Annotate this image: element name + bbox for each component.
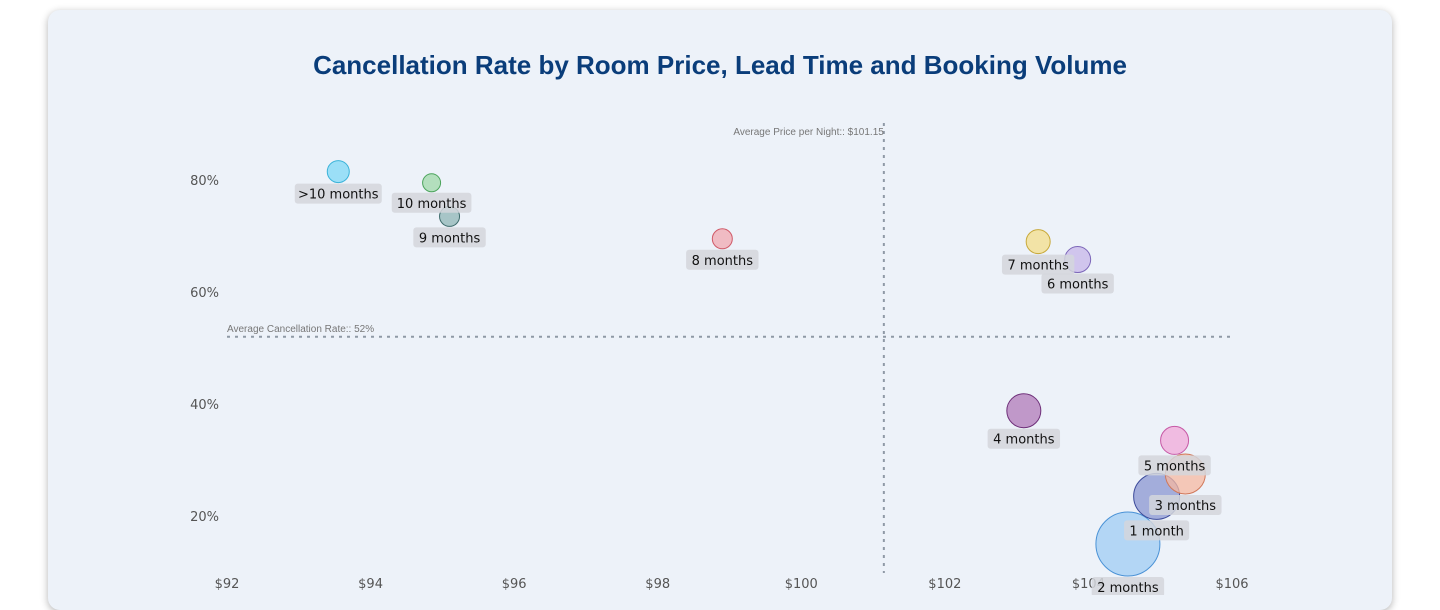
x-tick-label: $102 <box>928 577 961 592</box>
x-tick-label: $96 <box>502 577 527 592</box>
bubble-label: >10 months <box>298 188 379 203</box>
y-tick-label: 60% <box>190 286 219 301</box>
bubble-label: 8 months <box>692 254 754 269</box>
bubble-point <box>422 173 442 193</box>
avg-price-label: Average Price per Night:: $101.15 <box>733 127 884 138</box>
bubble-label-bg <box>1124 520 1190 541</box>
x-tick-label: $100 <box>785 577 818 592</box>
bubble-point <box>1006 393 1042 429</box>
bubble-label: 6 months <box>1047 278 1109 293</box>
x-tick-label: $92 <box>215 577 240 592</box>
bubble-label: 3 months <box>1155 499 1217 514</box>
bubble-label-bg <box>1041 273 1114 294</box>
bubble-label-bg <box>294 183 382 204</box>
x-tick-label: $98 <box>645 577 670 592</box>
bubble-label-bg <box>686 249 759 270</box>
bubble-label: 1 month <box>1129 524 1184 539</box>
bubble-point <box>1025 229 1051 255</box>
bubble-point <box>711 228 733 250</box>
bubble-label-bg <box>413 227 486 248</box>
bubble-label: 4 months <box>993 433 1055 448</box>
x-tick-label: $106 <box>1215 577 1248 592</box>
bubble-label: 7 months <box>1007 259 1069 274</box>
bubble-label: 2 months <box>1097 581 1159 595</box>
bubble-chart: 20%40%60%80%$92 $94 $96 $98 $100 $102 $104 $106… <box>190 123 1249 595</box>
bubble-label-bg <box>987 428 1061 449</box>
bubble-point <box>1160 425 1190 455</box>
bubble-label-bg <box>1091 577 1165 595</box>
x-tick-label: $94 <box>358 577 383 592</box>
chart-title: Cancellation Rate by Room Price, Lead Ti… <box>313 50 1127 80</box>
y-tick-label: 40% <box>190 398 219 413</box>
chart-card: Cancellation Rate by Room Price, Lead Ti… <box>48 10 1392 610</box>
bubble-label: 10 months <box>397 197 467 212</box>
y-tick-label: 20% <box>190 510 219 525</box>
avg-cancellation-label: Average Cancellation Rate:: 52% <box>227 324 374 335</box>
bubble-label: 5 months <box>1144 459 1206 474</box>
bubble-label: 9 months <box>419 231 481 246</box>
bubble-label-bg <box>1001 254 1075 275</box>
y-tick-label: 80% <box>190 174 219 189</box>
bubble-point <box>326 160 350 184</box>
bubble-label-bg <box>1138 455 1211 476</box>
bubble-label-bg <box>391 192 472 213</box>
bubble-label-bg <box>1149 495 1222 515</box>
